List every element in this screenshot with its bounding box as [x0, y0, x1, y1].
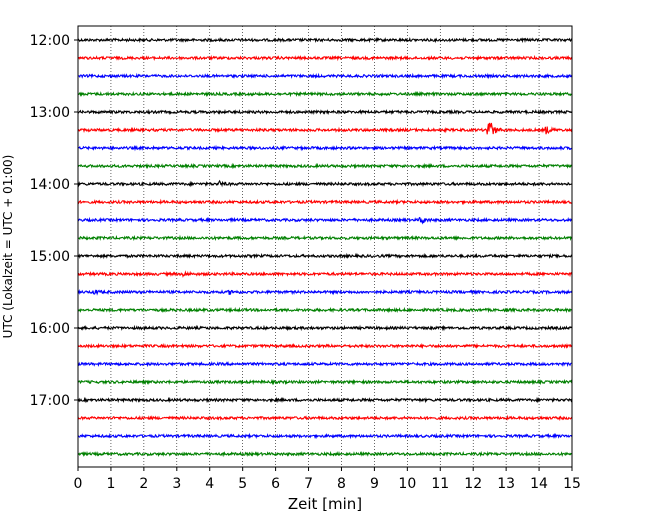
trace-1415	[77, 198, 572, 206]
trace-1545	[77, 306, 573, 314]
x-axis-label: Zeit [min]	[288, 495, 362, 513]
trace-1230	[77, 72, 573, 80]
trace-1245	[77, 90, 573, 98]
x-tick-label: 10	[398, 476, 416, 492]
y-tick-label: 14:00	[30, 177, 70, 193]
trace-1215	[77, 54, 573, 62]
trace-1445	[77, 234, 572, 242]
trace-1745	[77, 450, 572, 458]
trace-1630	[77, 360, 572, 368]
trace-1300	[77, 108, 573, 116]
trace-1530	[77, 288, 573, 296]
x-tick-label: 15	[563, 476, 581, 492]
trace-1615	[77, 342, 573, 350]
x-tick-label: 9	[370, 476, 379, 492]
y-axis-ticks: 12:00 13:00 14:00 15:00 16:00 17:00	[30, 33, 78, 409]
trace-1500	[77, 252, 573, 260]
x-tick-label: 2	[139, 476, 148, 492]
seismogram-traces	[77, 36, 573, 458]
trace-1730	[77, 432, 573, 440]
trace-1645	[77, 378, 573, 386]
x-tick-label: 5	[238, 476, 247, 492]
trace-1430	[77, 216, 573, 225]
trace-1600	[77, 324, 573, 332]
x-tick-label: 8	[337, 476, 346, 492]
y-tick-label: 13:00	[30, 105, 70, 121]
x-tick-label: 11	[431, 476, 449, 492]
trace-1715	[77, 414, 573, 422]
x-tick-label: 12	[464, 476, 482, 492]
y-tick-label: 12:00	[30, 33, 70, 49]
trace-1700	[77, 396, 573, 404]
y-tick-label: 15:00	[30, 249, 70, 265]
x-tick-label: 14	[530, 476, 548, 492]
trace-1515	[77, 270, 573, 278]
x-tick-label: 7	[304, 476, 313, 492]
y-axis-label: UTC (Lokalzeit = UTC + 01:00)	[1, 155, 15, 339]
x-tick-label: 4	[205, 476, 214, 492]
trace-1200	[77, 36, 573, 44]
trace-1330	[77, 144, 572, 152]
x-tick-label: 13	[497, 476, 515, 492]
x-axis-ticks: 0 1 2 3 4 5 6 7 8 9 10 11 12 13 14 15	[74, 467, 581, 492]
x-tick-label: 1	[106, 476, 115, 492]
trace-1345	[77, 162, 573, 170]
y-tick-label: 17:00	[30, 393, 70, 409]
plot-frame	[77, 25, 573, 468]
x-tick-label: 3	[172, 476, 181, 492]
trace-1400	[77, 179, 572, 188]
x-tick-label: 6	[271, 476, 280, 492]
trace-1315	[77, 122, 573, 135]
y-tick-label: 16:00	[30, 321, 70, 337]
x-tick-label: 0	[74, 476, 83, 492]
